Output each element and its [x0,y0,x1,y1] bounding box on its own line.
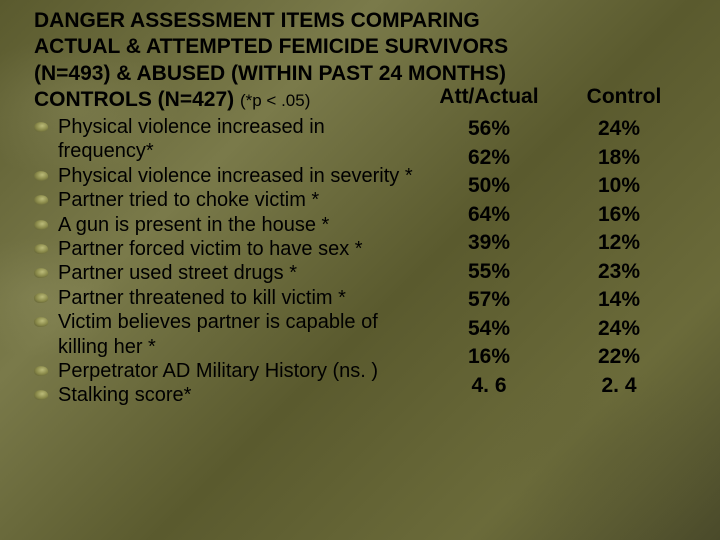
content-area: Att/Actual Control Physical violence inc… [34,109,700,408]
header-control: Control [554,85,694,109]
column-headers: Att/Actual Control [424,85,694,109]
value-cell: 2. 4 [554,372,684,401]
list-item: Partner used street drugs * [34,261,424,285]
value-cell: 12% [554,229,684,258]
title-line-3: (N=493) & ABUSED (WITHIN PAST 24 MONTHS) [34,62,506,85]
list-item: Physical violence increased in frequency… [34,115,424,164]
title-line-4: CONTROLS (N=427) [34,88,234,111]
value-cell: 18% [554,144,684,173]
value-cell: 39% [424,229,554,258]
list-item: Partner threatened to kill victim * [34,286,424,310]
value-cell: 54% [424,315,554,344]
title-line-1: DANGER ASSESSMENT ITEMS COMPARING [34,9,480,32]
title-note: (*p < .05) [240,91,310,110]
value-cell: 62% [424,144,554,173]
value-cell: 16% [424,343,554,372]
list-item: Partner tried to choke victim * [34,188,424,212]
value-cell: 64% [424,201,554,230]
list-item: Stalking score* [34,383,424,407]
items-list: Physical violence increased in frequency… [34,115,424,408]
value-cell: 24% [554,315,684,344]
value-cell: 55% [424,258,554,287]
value-cell: 24% [554,115,684,144]
value-cell: 56% [424,115,554,144]
value-cell: 14% [554,286,684,315]
list-item: Victim believes partner is capable of ki… [34,310,424,359]
title-line-2: ACTUAL & ATTEMPTED FEMICIDE SURVIVORS [34,35,508,58]
value-cell: 57% [424,286,554,315]
value-cell: 10% [554,172,684,201]
list-item: Physical violence increased in severity … [34,164,424,188]
value-cell: 23% [554,258,684,287]
value-cell: 50% [424,172,554,201]
items-column: Physical violence increased in frequency… [34,109,424,408]
header-att-actual: Att/Actual [424,85,554,109]
slide: DANGER ASSESSMENT ITEMS COMPARING ACTUAL… [0,0,720,540]
list-item: Partner forced victim to have sex * [34,237,424,261]
list-item: A gun is present in the house * [34,213,424,237]
att-actual-column: 56% 62% 50% 64% 39% 55% 57% 54% 16% 4. 6 [424,109,554,408]
value-cell: 4. 6 [424,372,554,401]
control-column: 24% 18% 10% 16% 12% 23% 14% 24% 22% 2. 4 [554,109,684,408]
list-item: Perpetrator AD Military History (ns. ) [34,359,424,383]
value-cell: 22% [554,343,684,372]
value-cell: 16% [554,201,684,230]
